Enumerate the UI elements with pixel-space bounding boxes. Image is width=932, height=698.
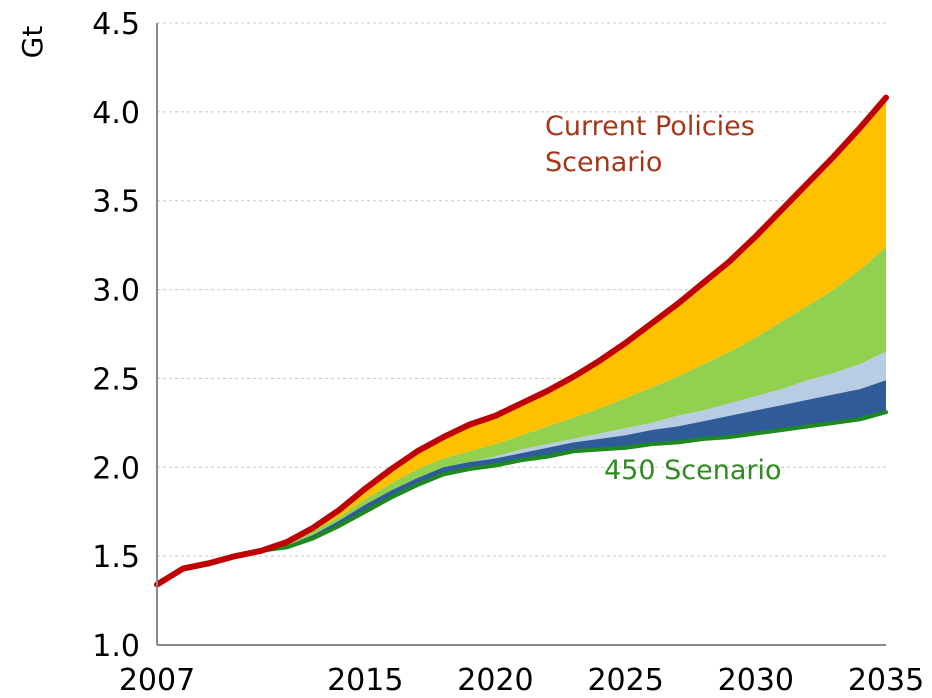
band-dark-blue (157, 380, 886, 585)
x-tick-label: 2015 (327, 663, 403, 698)
450-scenario-label: 450 Scenario (604, 455, 782, 486)
x-tick-labels: 2007 2015 2020 2025 2030 2035 (119, 663, 924, 698)
x-tick-label: 2035 (848, 663, 924, 698)
y-tick-label: 3.0 (92, 274, 140, 309)
y-tick-label: 1.5 (92, 540, 140, 575)
band-yellow (157, 97, 886, 585)
y-tick-label: 1.0 (92, 629, 140, 664)
x-tick-label: 2025 (587, 663, 663, 698)
y-tick-label: 2.0 (92, 451, 140, 486)
y-tick-labels: 1.0 1.5 2.0 2.5 3.0 3.5 4.0 4.5 (92, 7, 140, 664)
x-tick-label: 2020 (457, 663, 533, 698)
x-tick-label: 2030 (718, 663, 794, 698)
line-450-scenario (155, 410, 888, 587)
y-tick-label: 2.5 (92, 362, 140, 397)
current-policies-label-line2: Scenario (545, 147, 662, 178)
line-current-policies (154, 94, 889, 588)
x-tick-label: 2007 (119, 663, 195, 698)
scenario-lines (154, 94, 889, 588)
y-tick-label: 4.0 (92, 96, 140, 131)
y-axis-label: Gt (16, 26, 49, 59)
area-bands (157, 97, 886, 585)
current-policies-label-line1: Current Policies (545, 111, 755, 142)
y-tick-label: 3.5 (92, 185, 140, 220)
y-tick-label: 4.5 (92, 7, 140, 42)
